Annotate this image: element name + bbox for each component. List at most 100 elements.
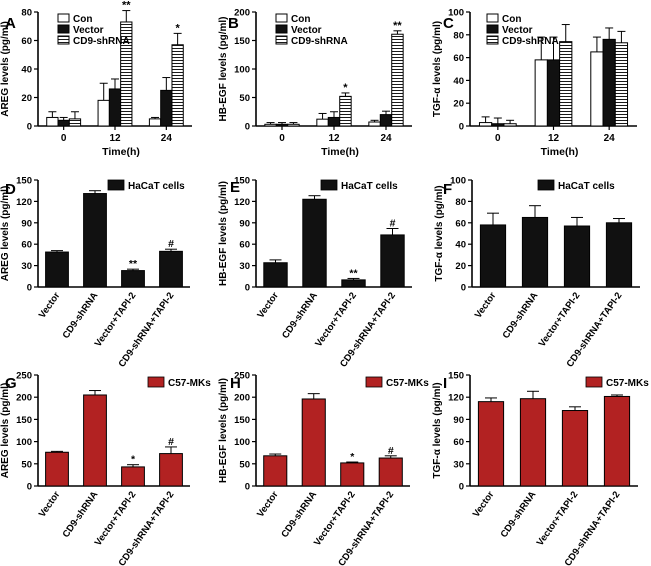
y-axis-label: HB-EGF levels (pg/ml) (218, 16, 229, 121)
x-tick-label: CD9-shRNA (279, 489, 319, 540)
bar (479, 224, 507, 288)
y-tick-label: 100 (234, 65, 250, 76)
bar (327, 116, 341, 127)
y-tick-label: 30 (21, 261, 32, 272)
y-tick-label: 0 (27, 283, 32, 294)
y-tick-label: 250 (16, 371, 32, 382)
y-tick-label: 40 (455, 240, 466, 251)
x-tick-label: Vector (255, 290, 281, 320)
bar (519, 398, 547, 487)
y-tick-label: 100 (16, 437, 32, 448)
y-tick-label: 200 (16, 393, 32, 404)
panel-letter: F (443, 181, 452, 198)
bar (83, 394, 107, 487)
x-tick-label: CD9-shRNA (61, 290, 101, 341)
x-axis-label: Time(h) (102, 146, 140, 158)
y-tick-label: 0 (27, 482, 32, 493)
bar (148, 118, 162, 127)
significance-marker: ** (349, 267, 358, 279)
y-tick-label: 80 (21, 8, 32, 19)
x-tick-label: Vector+TAPI-2 (312, 489, 358, 548)
legend-swatch (486, 13, 499, 23)
x-tick-label: CD9-shRNA (61, 489, 101, 540)
legend-swatch (107, 179, 125, 191)
x-tick-label: Vector+TAPI-2 (537, 290, 583, 349)
significance-marker: # (168, 238, 174, 250)
y-tick-label: 20 (455, 261, 466, 272)
legend-swatch (486, 24, 499, 34)
panel-letter: A (5, 15, 16, 32)
x-tick-label: 12 (548, 133, 560, 144)
bar (339, 95, 352, 127)
x-tick-label: 12 (328, 133, 340, 144)
legend-swatch (365, 376, 383, 388)
chart-panel-d: D 0 30 60 90 120 150 AREG levels (pg/ml) VectorC… (0, 176, 190, 369)
legend-label: Con (291, 14, 310, 25)
legend-swatch (320, 179, 338, 191)
legend-swatch (486, 35, 499, 45)
y-axis-label: HB-EGF levels (pg/ml) (218, 181, 229, 286)
y-tick-label: 60 (21, 36, 32, 47)
bar (563, 225, 591, 288)
y-tick-label: 50 (21, 459, 32, 470)
significance-marker: * (343, 82, 348, 94)
y-tick-label: 200 (234, 8, 250, 19)
bar (614, 42, 629, 127)
panel-letter: B (228, 15, 239, 32)
bar (561, 410, 589, 487)
bar (380, 234, 405, 288)
legend-swatch (57, 13, 70, 23)
x-tick-label: Vector+TAPI-2 (535, 489, 581, 548)
y-axis-label: AREG levels (pg/ml) (0, 186, 11, 282)
y-tick-label: 20 (21, 93, 32, 104)
y-tick-label: 150 (234, 176, 250, 187)
bar (263, 455, 288, 487)
legend-swatch (537, 179, 555, 191)
y-tick-label: 0 (459, 122, 464, 133)
x-tick-label: 0 (61, 133, 67, 144)
bar (108, 88, 122, 127)
legend-label: Vector (73, 25, 104, 36)
y-axis-label: TGF-α levels (pg/ml) (432, 21, 443, 117)
bar (534, 59, 548, 127)
x-tick-label: 0 (495, 133, 501, 144)
y-tick-label: 120 (448, 393, 464, 404)
x-tick-label: Vector (255, 489, 281, 519)
y-tick-label: 90 (239, 218, 250, 229)
y-tick-label: 60 (453, 53, 464, 64)
y-tick-label: 150 (448, 371, 464, 382)
legend-label: C57-MKs (168, 378, 211, 389)
bar (121, 466, 145, 487)
bar (491, 123, 505, 127)
y-tick-label: 0 (245, 283, 250, 294)
y-tick-label: 50 (239, 459, 250, 470)
y-tick-label: 0 (27, 122, 32, 133)
x-tick-label: CD9-shRNA (280, 290, 320, 341)
y-tick-label: 120 (234, 197, 250, 208)
panel-letter: I (443, 375, 447, 392)
y-tick-label: 100 (448, 8, 464, 19)
legend-swatch (275, 35, 288, 45)
chart-panel-h: H 0 50 100 150 200 250 HB-EGF levels (pg/ml) Vec… (218, 371, 429, 566)
y-tick-label: 150 (16, 176, 32, 187)
x-tick-label: 24 (380, 133, 392, 144)
chart-panel-i: I 0 30 60 90 120 150 TGF-α levels (pg/ml) Vector… (432, 371, 649, 566)
y-tick-label: 40 (21, 65, 32, 76)
bar (97, 99, 110, 127)
y-tick-label: 90 (453, 415, 464, 426)
y-axis-label: TGF-α levels (pg/ml) (434, 185, 445, 281)
x-tick-label: Vector (471, 489, 497, 519)
legend-label: C57-MKs (386, 378, 429, 389)
bar (68, 118, 82, 127)
y-tick-label: 200 (234, 393, 250, 404)
legend-swatch (585, 376, 603, 388)
y-tick-label: 30 (453, 459, 464, 470)
bar (160, 89, 173, 127)
significance-marker: # (390, 218, 396, 230)
y-tick-label: 30 (239, 261, 250, 272)
bar (159, 453, 183, 487)
x-tick-label: 12 (109, 133, 121, 144)
bar (590, 51, 604, 127)
bar (368, 121, 381, 127)
chart-panel-g: G 0 50 100 150 200 250 AREG levels (pg/ml) Vecto… (0, 371, 211, 566)
